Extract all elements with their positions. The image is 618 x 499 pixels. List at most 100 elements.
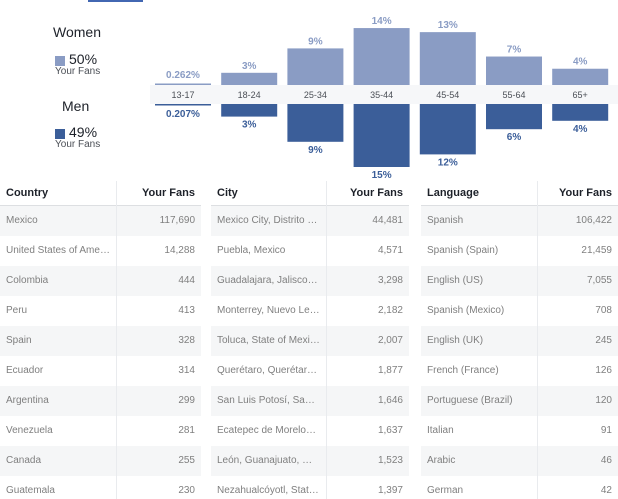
bar-women-55-64[interactable] <box>486 56 542 85</box>
table-row[interactable]: Italian 91 <box>421 416 618 446</box>
city-table: City Your Fans Mexico City, Distrito Fe.… <box>211 181 409 499</box>
country-fans-cell: 255 <box>178 455 195 466</box>
table-row[interactable]: Colombia 444 <box>0 266 201 296</box>
table-gap <box>409 181 419 499</box>
age-label-25-34: 25-34 <box>304 90 327 100</box>
table-row[interactable]: León, Guanajuato, Mex... 1,523 <box>211 446 409 476</box>
table-row[interactable]: San Luis Potosí, San L... 1,646 <box>211 386 409 416</box>
language-name-cell: Arabic <box>427 455 456 466</box>
label-men-35-44: 15% <box>372 170 392 181</box>
city-fans-cell: 1,523 <box>377 455 403 466</box>
country-col-divider <box>116 181 117 499</box>
bar-women-18-24[interactable] <box>221 72 278 85</box>
bar-women-65+[interactable] <box>552 68 609 85</box>
city-name-cell: Toluca, State of Mexico... <box>217 335 320 346</box>
country-fans-cell: 444 <box>178 275 195 286</box>
table-row[interactable]: Venezuela 281 <box>0 416 201 446</box>
label-men-45-54: 12% <box>438 157 458 168</box>
city-fans-cell: 1,637 <box>377 425 403 436</box>
country-fans-cell: 299 <box>178 395 195 406</box>
age-label-65+: 65+ <box>573 90 588 100</box>
country-name-cell: Ecuador <box>6 365 44 376</box>
table-row[interactable]: Guadalajara, Jalisco, ... 3,298 <box>211 266 409 296</box>
language-header-name[interactable]: Language <box>427 187 479 199</box>
bar-men-55-64[interactable] <box>486 104 542 130</box>
table-row[interactable]: English (US) 7,055 <box>421 266 618 296</box>
country-name-cell: Peru <box>6 305 28 316</box>
city-name-cell: Puebla, Mexico <box>217 245 286 256</box>
legend-men-swatch <box>55 129 65 139</box>
country-table: Country Your Fans Mexico 117,690 United St… <box>0 181 201 499</box>
city-fans-cell: 2,182 <box>377 305 403 316</box>
bar-men-18-24[interactable] <box>221 104 278 117</box>
label-women-18-24: 3% <box>242 61 257 72</box>
country-name-cell: Mexico <box>6 215 38 226</box>
legend-women-sub: Your Fans <box>55 66 101 77</box>
table-row[interactable]: Puebla, Mexico 4,571 <box>211 236 409 266</box>
bar-women-25-34[interactable] <box>287 48 344 85</box>
label-men-25-34: 9% <box>308 145 323 156</box>
language-fans-cell: 126 <box>595 365 612 376</box>
table-row[interactable]: Toluca, State of Mexico... 2,007 <box>211 326 409 356</box>
table-row[interactable]: Arabic 46 <box>421 446 618 476</box>
table-row[interactable]: Guatemala 230 <box>0 476 201 499</box>
table-row[interactable]: English (UK) 245 <box>421 326 618 356</box>
city-name-cell: Guadalajara, Jalisco, ... <box>217 275 320 286</box>
table-row[interactable]: German 42 <box>421 476 618 499</box>
country-header-value[interactable]: Your Fans <box>142 187 195 199</box>
age-label-55-64: 55-64 <box>502 90 525 100</box>
table-row[interactable]: Canada 255 <box>0 446 201 476</box>
table-row[interactable]: Ecatepec de Morelos, ... 1,637 <box>211 416 409 446</box>
table-row[interactable]: Argentina 299 <box>0 386 201 416</box>
city-table-header: City Your Fans <box>211 181 409 206</box>
bar-men-13-17[interactable] <box>155 104 211 106</box>
table-row[interactable]: Nezahualcóyotl, State ... 1,397 <box>211 476 409 499</box>
table-row[interactable]: Spain 328 <box>0 326 201 356</box>
country-name-cell: Colombia <box>6 275 49 286</box>
language-header-value[interactable]: Your Fans <box>559 187 612 199</box>
table-row[interactable]: Ecuador 314 <box>0 356 201 386</box>
bar-men-45-54[interactable] <box>419 104 476 155</box>
table-row[interactable]: Spanish 106,422 <box>421 206 618 236</box>
city-fans-cell: 1,646 <box>377 395 403 406</box>
language-fans-cell: 7,055 <box>586 275 612 286</box>
table-row[interactable]: Spanish (Spain) 21,459 <box>421 236 618 266</box>
city-fans-cell: 1,397 <box>377 485 403 496</box>
legend-men-title: Men <box>62 98 90 114</box>
label-women-45-54: 13% <box>438 20 458 31</box>
bar-men-35-44[interactable] <box>353 104 410 167</box>
bar-women-35-44[interactable] <box>353 28 410 85</box>
table-row[interactable]: Peru 413 <box>0 296 201 326</box>
table-row[interactable]: Mexico 117,690 <box>0 206 201 236</box>
city-header-name[interactable]: City <box>217 187 238 199</box>
city-name-cell: Ecatepec de Morelos, ... <box>217 425 320 436</box>
bar-men-25-34[interactable] <box>287 104 344 142</box>
language-fans-cell: 21,459 <box>581 245 612 256</box>
bar-women-45-54[interactable] <box>419 32 476 85</box>
bar-men-65+[interactable] <box>552 104 609 121</box>
language-fans-cell: 245 <box>595 335 612 346</box>
city-name-cell: León, Guanajuato, Mex... <box>217 455 320 466</box>
country-name-cell: Spain <box>6 335 32 346</box>
language-name-cell: Spanish <box>427 215 464 226</box>
country-name-cell: Canada <box>6 455 42 466</box>
label-men-65+: 4% <box>573 124 588 135</box>
table-row[interactable]: Spanish (Mexico) 708 <box>421 296 618 326</box>
city-header-value[interactable]: Your Fans <box>350 187 403 199</box>
table-row[interactable]: Querétaro, Querétaro ... 1,877 <box>211 356 409 386</box>
country-header-name[interactable]: Country <box>6 187 49 199</box>
label-men-13-17: 0.207% <box>166 109 200 120</box>
country-rows: Mexico 117,690 United States of America 14,… <box>0 206 201 499</box>
table-row[interactable]: French (France) 126 <box>421 356 618 386</box>
table-row[interactable]: Portuguese (Brazil) 120 <box>421 386 618 416</box>
city-name-cell: Mexico City, Distrito Fe... <box>217 215 320 226</box>
table-row[interactable]: Monterrey, Nuevo León... 2,182 <box>211 296 409 326</box>
table-row[interactable]: United States of America 14,288 <box>0 236 201 266</box>
table-row[interactable]: Mexico City, Distrito Fe... 44,481 <box>211 206 409 236</box>
legend-women-pct: 50% <box>69 51 98 67</box>
country-fans-cell: 117,690 <box>159 215 195 226</box>
language-col-divider <box>537 181 538 499</box>
city-name-cell: San Luis Potosí, San L... <box>217 395 320 406</box>
bar-women-13-17[interactable] <box>155 83 211 86</box>
language-name-cell: Spanish (Spain) <box>427 245 499 256</box>
